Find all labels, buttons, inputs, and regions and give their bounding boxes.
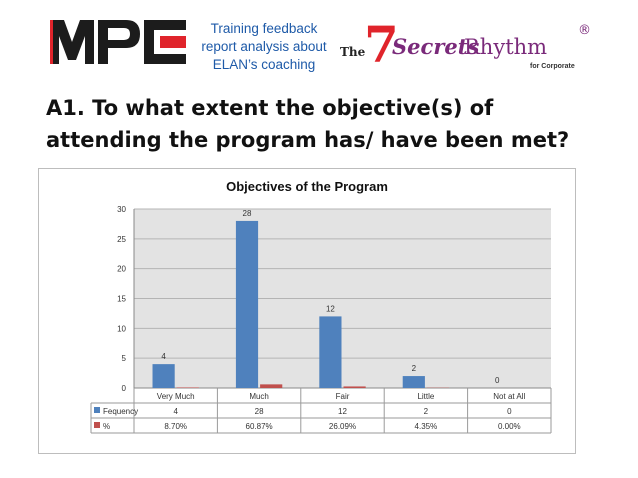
frequency-bar: [235, 220, 259, 388]
seven-secrets-rhythm-logo: The 7 Secrets Rhythm ® for Corporate: [340, 15, 591, 72]
header-line-2: report analysis about: [201, 39, 327, 54]
legend-swatch: [94, 422, 100, 428]
y-tick-label: 20: [117, 265, 126, 274]
table-cell: 4.35%: [415, 422, 438, 431]
chart-container: Objectives of the Program 0 5 10 15 20 25 30 4 2…: [38, 168, 576, 454]
slide-title-line-1: A1. To what extent the objective(s) of: [46, 96, 494, 120]
y-tick-label: 10: [117, 324, 126, 333]
objectives-bar-chart: Objectives of the Program 05101520253042…: [90, 179, 552, 434]
x-tick-label: Very Much: [157, 392, 195, 401]
data-label: 12: [326, 304, 335, 313]
frequency-bar: [319, 316, 342, 388]
x-tick-label: Much: [249, 392, 269, 401]
table-cell: 0: [507, 407, 512, 416]
legend-label: %: [103, 422, 110, 431]
x-tick-label: Little: [417, 392, 434, 401]
table-cell: 4: [173, 407, 178, 416]
data-label: 4: [161, 352, 166, 361]
table-cell: 2: [424, 407, 429, 416]
slide-title: A1. To what extent the objective(s) of a…: [46, 92, 578, 156]
logo-secrets-text: Secrets: [392, 34, 479, 59]
percent-bar: [176, 387, 199, 388]
header-caption: Training feedback report analysis about …: [192, 20, 336, 74]
registered-mark: ®: [578, 23, 591, 38]
logo-tagline: for Corporate: [530, 63, 575, 70]
frequency-bar: [402, 376, 425, 388]
mpc-logo: [48, 14, 188, 70]
chart-title: Objectives of the Program: [226, 179, 388, 194]
table-cell: 8.70%: [164, 422, 187, 431]
table-cell: 26.09%: [329, 422, 356, 431]
logo-rhythm-text: Rhythm: [464, 35, 547, 59]
table-cell: 60.87%: [246, 422, 273, 431]
data-label: 28: [243, 209, 252, 218]
data-label: 0: [495, 376, 500, 385]
y-tick-label: 15: [117, 295, 126, 304]
y-tick-label: 30: [117, 205, 126, 214]
y-tick-label: 5: [122, 354, 127, 363]
table-cell: 0.00%: [498, 422, 521, 431]
table-cell: 28: [255, 407, 264, 416]
y-tick-label: 0: [122, 384, 127, 393]
frequency-bar: [152, 364, 175, 388]
percent-bar: [260, 384, 283, 388]
table-cell: 12: [338, 407, 347, 416]
legend-label: Fequency: [103, 407, 138, 416]
y-tick-label: 25: [117, 235, 126, 244]
x-tick-label: Not at All: [493, 392, 525, 401]
header-line-3: ELAN’s coaching: [212, 57, 316, 72]
logo-seven-text: 7: [364, 15, 399, 72]
data-label: 2: [412, 364, 417, 373]
percent-bar: [343, 386, 366, 388]
logo-the-text: The: [340, 45, 366, 59]
legend-swatch: [94, 407, 100, 413]
header-line-1: Training feedback: [210, 21, 318, 36]
slide-title-line-2: attending the program has/ have been met…: [46, 128, 570, 152]
x-tick-label: Fair: [336, 392, 350, 401]
